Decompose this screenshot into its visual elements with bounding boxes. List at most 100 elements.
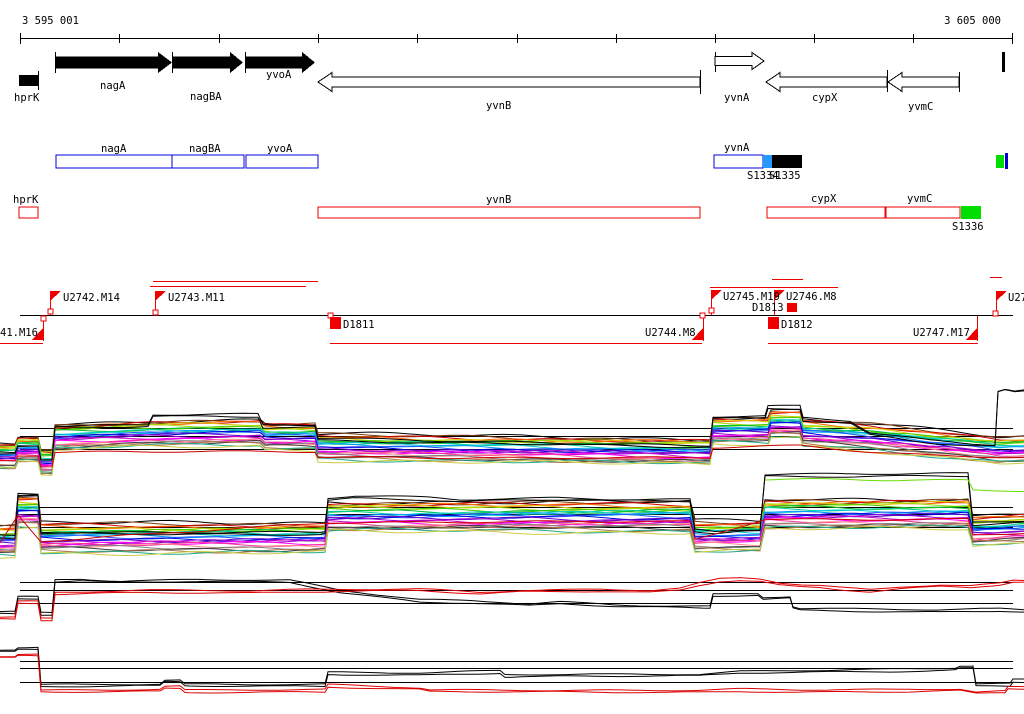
blue-box-yvoa[interactable] — [245, 154, 319, 169]
gene-label-yvoa: yvoA — [266, 69, 292, 81]
red-operon-track — [18, 206, 981, 219]
segment-label-d1811: D1811 — [343, 319, 375, 331]
coordinate-start-label: 3 595 001 — [22, 15, 79, 27]
profile-trace — [0, 646, 1024, 686]
gene-label-naga: nagA — [100, 80, 126, 92]
segment-track-labels: U2742.M14 U2743.M11 U2745.M19 U2746.M8 D… — [0, 291, 1024, 339]
segment-flag-u2746[interactable] — [774, 290, 785, 315]
segment-flag-d1812[interactable] — [768, 317, 978, 344]
profile-trace — [0, 430, 1024, 475]
blue-box-nagba[interactable] — [171, 154, 245, 169]
profile-trace — [0, 508, 1024, 540]
red-label-cypx: cypX — [811, 193, 837, 205]
red-box-yvmc[interactable] — [885, 206, 961, 219]
segment-s1335-marker[interactable] — [772, 155, 802, 168]
segment-label-u2742: U2742.M14 — [63, 292, 120, 304]
blue-box-naga[interactable] — [55, 154, 173, 169]
label-s1335: S1335 — [769, 170, 801, 182]
gene-label-yvmc: yvmC — [908, 101, 933, 113]
gene-nagba-arrow[interactable] — [172, 52, 243, 73]
profile-trace — [764, 478, 1024, 492]
profile-trace — [0, 520, 1024, 552]
segment-flag-u2744[interactable] — [692, 312, 706, 341]
gene-yvna-arrow[interactable] — [714, 51, 765, 71]
blue-label-nagba: nagBA — [189, 143, 221, 155]
blue-track-labels: nagA nagBA yvoA yvnA S1334 S1335 — [101, 142, 801, 182]
profile-trace — [0, 498, 1024, 531]
gene-label-nagba: nagBA — [190, 91, 222, 103]
red-box-yvnb[interactable] — [317, 206, 701, 219]
profile-trace — [0, 435, 1024, 473]
segment-label-u2741-edge: 41.M16 — [0, 327, 38, 339]
profile-trace — [0, 444, 1024, 468]
segment-flag-u2743[interactable] — [152, 291, 166, 316]
segment-flag-u2742[interactable] — [47, 291, 61, 315]
profile-trace — [0, 518, 1024, 551]
segment-label-u2747: U2747.M17 — [913, 327, 970, 339]
blue-label-yvna: yvnA — [724, 142, 750, 154]
profile-trace — [0, 521, 1024, 554]
profile-trace — [0, 577, 1024, 619]
profile-trace — [0, 514, 1024, 544]
red-box-cypx[interactable] — [766, 206, 886, 219]
gene-hprk-glyph[interactable] — [19, 75, 38, 86]
segment-flag-u2745[interactable] — [708, 290, 722, 315]
profile-trace — [0, 509, 1024, 542]
profile-trace — [0, 503, 1024, 535]
segment-track — [0, 277, 1013, 344]
blue-label-yvoa: yvoA — [267, 143, 293, 155]
profile-trace — [0, 429, 1024, 472]
blue-label-naga: nagA — [101, 143, 127, 155]
gene-label-yvna: yvnA — [724, 92, 750, 104]
label-s1334: S1334 — [747, 170, 779, 182]
profile-trace — [0, 648, 1024, 688]
profile-trace — [0, 578, 1024, 614]
profile-trace — [0, 389, 1024, 461]
blue-box-yvna[interactable] — [713, 154, 764, 169]
red-label-yvmc: yvmC — [907, 193, 932, 205]
profile-trace — [0, 580, 1024, 616]
gene-label-hprk: hprK — [14, 92, 40, 104]
gene-track — [19, 51, 1005, 94]
segment-label-d1812: D1812 — [781, 319, 813, 331]
segment-flag-u2747[interactable] — [966, 316, 978, 341]
label-s1336: S1336 — [952, 221, 984, 233]
segment-s1336-marker[interactable] — [961, 206, 981, 219]
segment-flag-d1811[interactable] — [327, 312, 702, 344]
gene-edge-glyph[interactable] — [1002, 52, 1005, 72]
gene-cypx-arrow[interactable] — [765, 71, 888, 93]
red-track-labels: hprK yvnB cypX yvmC S1336 — [13, 193, 984, 233]
segment-label-u2744: U2744.M8 — [645, 327, 696, 339]
profile-trace — [0, 514, 1024, 547]
green-edge-marker[interactable] — [996, 155, 1004, 168]
gene-naga-arrow[interactable] — [55, 52, 172, 73]
segment-label-u2745: U2745.M19 — [723, 291, 780, 303]
blue-edge-bar — [1005, 153, 1008, 169]
segment-label-u274-edge: U274 — [1008, 292, 1024, 304]
coordinate-end-label: 3 605 000 — [944, 15, 1001, 27]
profile-trace — [0, 654, 1024, 694]
blue-operon-track — [55, 153, 1008, 169]
profile-trace — [0, 653, 1024, 693]
gene-track-labels: hprK nagA nagBA yvoA yvnB yvnA cypX yvmC — [14, 69, 933, 113]
profile-trace — [0, 474, 1024, 539]
profile-trace — [0, 498, 1024, 530]
profile-panel-2 — [0, 472, 1024, 559]
profile-trace — [0, 388, 1024, 461]
gene-yvoa-arrow[interactable] — [245, 52, 315, 73]
profile-trace — [0, 580, 1024, 622]
segment-s1334-marker[interactable] — [763, 155, 772, 168]
segment-marker-d1813[interactable] — [787, 303, 797, 312]
segment-flag-u274-edge[interactable] — [992, 291, 1007, 317]
gene-label-cypx: cypX — [812, 92, 838, 104]
gene-yvmc-arrow[interactable] — [887, 71, 960, 93]
segment-flag-u2741-edge[interactable] — [0, 315, 47, 344]
segment-label-u2743: U2743.M11 — [168, 292, 225, 304]
profile-trace — [0, 525, 1024, 559]
red-box-hprk[interactable] — [18, 206, 39, 219]
gene-yvnb-arrow[interactable] — [317, 71, 701, 93]
profile-panel-3 — [0, 577, 1024, 622]
profile-trace — [0, 494, 1024, 527]
profile-trace — [0, 435, 1024, 476]
